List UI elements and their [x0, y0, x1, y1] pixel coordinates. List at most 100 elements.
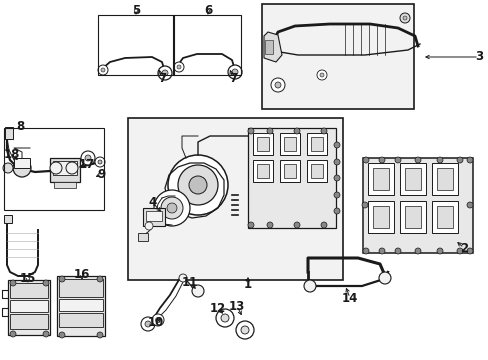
Circle shape: [394, 157, 400, 163]
Bar: [4, 128, 104, 210]
Circle shape: [59, 276, 65, 282]
Circle shape: [167, 203, 177, 213]
Circle shape: [43, 280, 49, 286]
Bar: [436, 168, 452, 190]
Circle shape: [241, 326, 248, 334]
Bar: [310, 164, 323, 178]
Circle shape: [227, 65, 242, 79]
Polygon shape: [264, 32, 282, 62]
Circle shape: [466, 248, 472, 254]
Bar: [306, 133, 326, 155]
Circle shape: [293, 222, 299, 228]
Text: 12: 12: [209, 302, 225, 315]
Bar: [252, 160, 272, 182]
Circle shape: [466, 202, 472, 208]
Circle shape: [189, 176, 206, 194]
Circle shape: [456, 248, 462, 254]
Circle shape: [98, 65, 108, 75]
Bar: [306, 160, 326, 182]
Text: 2: 2: [459, 242, 467, 255]
Bar: [284, 137, 295, 151]
Circle shape: [216, 309, 234, 327]
Bar: [404, 206, 420, 228]
Bar: [367, 201, 393, 233]
Bar: [10, 300, 48, 312]
Circle shape: [333, 142, 339, 148]
Circle shape: [81, 151, 95, 165]
Bar: [262, 4, 413, 109]
Circle shape: [158, 66, 172, 80]
Bar: [8, 280, 50, 335]
Bar: [264, 40, 272, 54]
Circle shape: [436, 157, 442, 163]
Circle shape: [152, 314, 163, 326]
Circle shape: [155, 318, 160, 323]
Circle shape: [333, 192, 339, 198]
Circle shape: [59, 332, 65, 338]
Bar: [399, 163, 425, 195]
Bar: [431, 201, 457, 233]
Text: 14: 14: [341, 292, 357, 305]
Circle shape: [402, 16, 406, 20]
Circle shape: [95, 157, 105, 167]
Text: 7: 7: [228, 72, 237, 85]
Circle shape: [221, 314, 228, 322]
Bar: [50, 158, 80, 182]
Bar: [280, 133, 299, 155]
Circle shape: [174, 62, 183, 72]
Bar: [247, 128, 335, 228]
Circle shape: [436, 248, 442, 254]
Text: 15: 15: [20, 271, 36, 284]
Bar: [128, 118, 342, 280]
Bar: [284, 164, 295, 178]
Bar: [14, 158, 30, 168]
Circle shape: [456, 157, 462, 163]
Bar: [54, 182, 76, 188]
Bar: [404, 168, 420, 190]
Bar: [280, 160, 299, 182]
Bar: [362, 158, 472, 253]
Circle shape: [266, 222, 272, 228]
Text: 7: 7: [158, 72, 166, 85]
Bar: [431, 163, 457, 195]
Bar: [372, 168, 388, 190]
Bar: [59, 279, 103, 297]
Circle shape: [293, 128, 299, 134]
Circle shape: [177, 65, 181, 69]
Circle shape: [10, 280, 16, 286]
Circle shape: [3, 163, 13, 173]
Circle shape: [178, 165, 218, 205]
Text: 8: 8: [16, 120, 24, 132]
Circle shape: [274, 82, 281, 88]
Bar: [98, 15, 174, 75]
Circle shape: [101, 68, 105, 72]
Bar: [142, 208, 164, 226]
Bar: [257, 137, 268, 151]
Circle shape: [394, 248, 400, 254]
Circle shape: [466, 157, 472, 163]
Circle shape: [179, 274, 186, 282]
Circle shape: [236, 321, 253, 339]
Bar: [146, 211, 162, 221]
Circle shape: [320, 222, 326, 228]
Text: 11: 11: [182, 276, 198, 289]
Circle shape: [231, 69, 238, 75]
Circle shape: [414, 248, 420, 254]
Circle shape: [10, 331, 16, 337]
Circle shape: [141, 317, 155, 331]
Bar: [372, 206, 388, 228]
Circle shape: [362, 248, 368, 254]
Bar: [59, 313, 103, 327]
Circle shape: [97, 276, 103, 282]
Text: 10: 10: [147, 316, 164, 329]
Bar: [173, 15, 241, 75]
Circle shape: [378, 157, 384, 163]
Bar: [138, 233, 148, 241]
Circle shape: [247, 128, 253, 134]
Text: 6: 6: [203, 4, 212, 17]
Circle shape: [333, 159, 339, 165]
Circle shape: [85, 155, 91, 161]
Text: 13: 13: [228, 300, 244, 312]
Bar: [436, 206, 452, 228]
Text: 16: 16: [74, 269, 90, 282]
